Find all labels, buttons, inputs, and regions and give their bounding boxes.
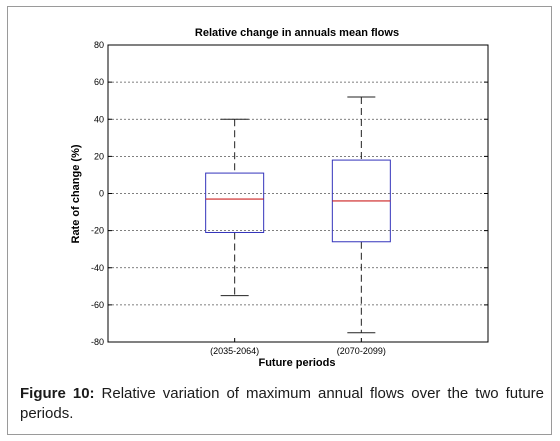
y-tick-label: 20 bbox=[94, 151, 104, 161]
y-axis-ticks: 80 60 40 20 0 -20 -40 -60 -80 bbox=[91, 40, 488, 347]
plot-area bbox=[107, 44, 489, 343]
y-tick-label: 80 bbox=[94, 40, 104, 50]
y-tick-label: 40 bbox=[94, 114, 104, 124]
figure-frame bbox=[7, 6, 552, 435]
figure-label: Figure 10: bbox=[20, 385, 95, 402]
box-iqr bbox=[205, 172, 265, 233]
y-axis-label: Rate of change (%) bbox=[70, 144, 82, 243]
y-tick-label: -40 bbox=[91, 263, 104, 273]
chart-title: Relative change in annuals mean flows bbox=[195, 27, 399, 39]
x-axis-ticks: (2035-2064) (2070-2099) bbox=[210, 338, 386, 356]
x-axis-label: Future periods bbox=[258, 357, 335, 369]
y-tick-label: 60 bbox=[94, 77, 104, 87]
figure-caption-text: Relative variation of maximum annual flo… bbox=[20, 385, 544, 422]
box-plot: Relative change in annuals mean flows 80… bbox=[70, 27, 489, 369]
boxes bbox=[205, 96, 391, 334]
y-tick-label: -60 bbox=[91, 300, 104, 310]
grid-lines bbox=[108, 81, 488, 306]
y-tick-label: 0 bbox=[99, 189, 104, 199]
x-tick-label: (2035-2064) bbox=[210, 346, 259, 356]
box-2 bbox=[331, 96, 391, 334]
y-tick-label: -80 bbox=[91, 337, 104, 347]
figure-caption: Figure 10: Relative variation of maximum… bbox=[20, 384, 544, 424]
y-tick-label: -20 bbox=[91, 226, 104, 236]
box-1 bbox=[205, 118, 265, 297]
x-tick-label: (2070-2099) bbox=[337, 346, 386, 356]
